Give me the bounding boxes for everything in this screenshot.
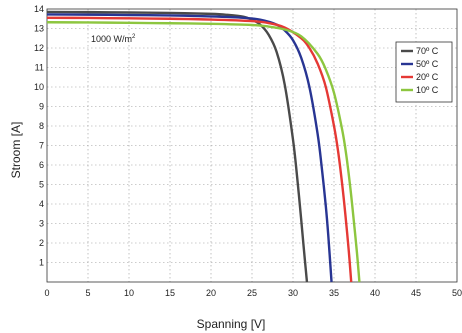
y-tick-label: 3 (39, 219, 44, 229)
y-tick-label: 4 (39, 199, 44, 209)
y-tick-label: 1 (39, 258, 44, 268)
x-tick-label: 25 (247, 288, 257, 298)
legend-label: 10º C (416, 85, 439, 95)
y-tick-label: 11 (35, 63, 44, 73)
y-tick-label: 7 (39, 141, 44, 151)
y-axis-label: Stroom [A] (9, 122, 23, 179)
series-lines (46, 10, 361, 283)
y-tick-label: 14 (34, 4, 44, 14)
legend-label: 50º C (416, 59, 439, 69)
y-tick-label: 13 (34, 24, 44, 34)
y-tick-label: 5 (39, 180, 44, 190)
y-tick-label: 9 (39, 102, 44, 112)
legend-label: 20º C (416, 72, 439, 82)
x-tick-label: 40 (370, 288, 380, 298)
y-tick-label: 8 (39, 121, 44, 131)
legend: 70º C 50º C 20º C 10º C (395, 41, 453, 103)
x-tick-label: 20 (206, 288, 216, 298)
x-tick-label: 5 (85, 288, 90, 298)
plot-frame (46, 8, 458, 283)
x-tick-label: 35 (329, 288, 339, 298)
series-line (46, 21, 361, 283)
y-tick-label: 2 (39, 238, 44, 248)
series-line (46, 16, 353, 283)
series-line (46, 13, 333, 283)
x-tick-label: 50 (452, 288, 462, 298)
x-axis-ticks: 0 5 10 15 20 25 30 35 40 45 50 (44, 288, 462, 298)
x-tick-label: 30 (288, 288, 298, 298)
x-tick-label: 10 (124, 288, 134, 298)
grid (47, 9, 457, 282)
legend-label: 70º C (416, 46, 439, 56)
y-tick-label: 10 (34, 82, 44, 92)
x-tick-label: 15 (165, 288, 175, 298)
x-tick-label: 45 (411, 288, 421, 298)
legend-box (395, 41, 453, 103)
irradiance-annotation: 1000 W/m2 (91, 34, 136, 44)
y-tick-label: 12 (34, 43, 44, 53)
x-tick-label: 0 (44, 288, 49, 298)
y-tick-label: 6 (39, 160, 44, 170)
x-axis-label: Spanning [V] (197, 317, 266, 331)
series-line (46, 10, 309, 283)
